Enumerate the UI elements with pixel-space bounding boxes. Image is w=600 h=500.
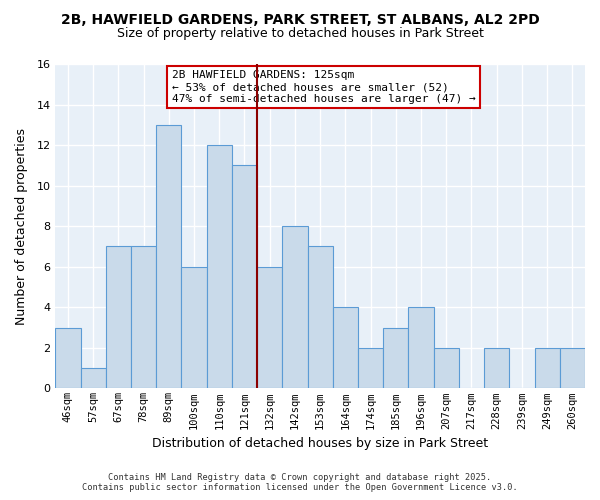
Bar	[333, 308, 358, 388]
Bar	[106, 246, 131, 388]
Bar	[434, 348, 459, 389]
X-axis label: Distribution of detached houses by size in Park Street: Distribution of detached houses by size …	[152, 437, 488, 450]
Bar	[308, 246, 333, 388]
Bar	[181, 266, 206, 388]
Bar	[55, 328, 80, 388]
Bar	[484, 348, 509, 389]
Bar	[257, 266, 283, 388]
Bar	[156, 125, 181, 388]
Bar	[206, 145, 232, 388]
Bar	[358, 348, 383, 389]
Text: Contains HM Land Registry data © Crown copyright and database right 2025.
Contai: Contains HM Land Registry data © Crown c…	[82, 473, 518, 492]
Bar	[232, 166, 257, 388]
Bar	[535, 348, 560, 389]
Text: Size of property relative to detached houses in Park Street: Size of property relative to detached ho…	[116, 28, 484, 40]
Bar	[383, 328, 409, 388]
Bar	[409, 308, 434, 388]
Y-axis label: Number of detached properties: Number of detached properties	[15, 128, 28, 324]
Bar	[131, 246, 156, 388]
Bar	[80, 368, 106, 388]
Bar	[283, 226, 308, 388]
Text: 2B, HAWFIELD GARDENS, PARK STREET, ST ALBANS, AL2 2PD: 2B, HAWFIELD GARDENS, PARK STREET, ST AL…	[61, 12, 539, 26]
Text: 2B HAWFIELD GARDENS: 125sqm
← 53% of detached houses are smaller (52)
47% of sem: 2B HAWFIELD GARDENS: 125sqm ← 53% of det…	[172, 70, 476, 104]
Bar	[560, 348, 585, 389]
